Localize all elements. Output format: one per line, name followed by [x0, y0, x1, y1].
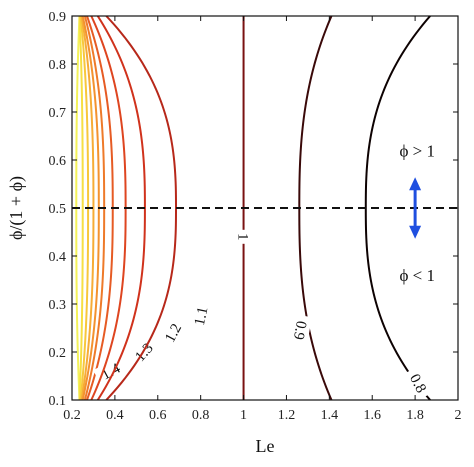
y-tick-label: 0.5	[49, 202, 67, 217]
y-tick-label: 0.2	[49, 346, 67, 361]
contour-label-group-0.8: 0.8	[403, 365, 434, 401]
x-tick-label: 0.2	[63, 408, 81, 423]
x-tick-label: 0.6	[149, 408, 167, 423]
x-tick-label: 1.6	[363, 408, 381, 423]
contour-label-0.8: 0.8	[406, 372, 429, 396]
arrow-head-up	[409, 177, 422, 191]
x-tick-label: 1.8	[406, 408, 424, 423]
y-tick-label: 0.8	[49, 58, 67, 73]
x-tick-label: 0.4	[106, 408, 124, 423]
x-tick-label: 2	[455, 408, 462, 423]
y-tick-label: 0.6	[49, 154, 67, 169]
contour-label-group-1: 1	[234, 229, 253, 244]
contour-label-1: 1	[235, 233, 251, 241]
x-axis-label: Le	[256, 436, 275, 456]
x-tick-label: 0.8	[192, 408, 210, 423]
contour-label-group-1.2: 1.2	[157, 315, 188, 351]
y-tick-label: 0.9	[49, 10, 67, 25]
contour-line-1.9	[78, 15, 84, 401]
y-tick-label: 0.1	[49, 394, 67, 409]
contour-line-1.7	[80, 15, 95, 401]
contour-label-bg-1	[234, 229, 253, 244]
arrow-head-down	[409, 225, 422, 239]
y-tick-label: 0.4	[49, 250, 67, 265]
contour-label-bg-0.9	[288, 314, 312, 347]
contour-label-bg-1.4	[93, 356, 129, 387]
contour-label-1.2: 1.2	[162, 321, 185, 345]
contour-label-group-1.1: 1.1	[188, 299, 213, 333]
contour-label-0.9: 0.9	[290, 320, 309, 341]
annotations-layer: ϕ > 1 ϕ < 1	[72, 141, 458, 285]
contour-label-bg-1.2	[157, 315, 188, 351]
annotation-phi-gt-1: ϕ > 1	[399, 141, 435, 160]
x-tick-label: 1.2	[278, 408, 296, 423]
y-tick-label: 0.3	[49, 298, 67, 313]
y-axis-label: ϕ/(1 + ϕ)	[6, 176, 27, 240]
x-tick-label: 1.4	[321, 408, 339, 423]
contour-label-bg-1.1	[188, 299, 213, 333]
contour-label-bg-0.8	[403, 365, 434, 401]
x-tick-label: 1	[240, 408, 247, 423]
y-tick-label: 0.7	[49, 106, 67, 121]
annotation-phi-lt-1: ϕ < 1	[399, 266, 435, 285]
contour-label-group-0.9: 0.9	[288, 314, 312, 347]
contour-label-1.1: 1.1	[192, 305, 212, 327]
axes: 0.2 0.4 0.6 0.8 1 1.2 1.4 1.6 1.8 20.10.20.30.40.…	[6, 10, 462, 456]
